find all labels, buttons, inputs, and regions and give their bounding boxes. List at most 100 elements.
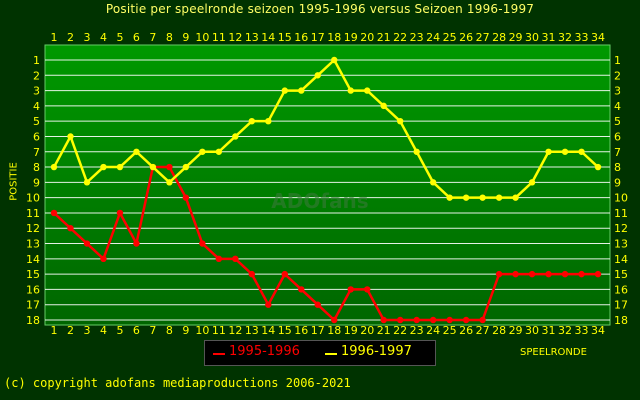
- y-tick-label-right: 2: [614, 69, 621, 82]
- x-tick-label-top: 15: [278, 31, 292, 44]
- x-tick-label-top: 11: [212, 31, 226, 44]
- x-tick-label-top: 14: [261, 31, 275, 44]
- data-point-1995-1996: [396, 316, 404, 324]
- data-point-1995-1996: [298, 286, 305, 293]
- y-tick-label-right: 12: [614, 222, 628, 235]
- data-point-1995-1996: [512, 270, 519, 278]
- x-tick-label-top: 26: [459, 31, 473, 44]
- x-tick-label-top: 30: [525, 31, 539, 44]
- x-tick-label-bottom: 31: [542, 324, 556, 337]
- x-tick-label-top: 25: [443, 31, 457, 44]
- data-point-1996-1997: [83, 179, 91, 186]
- data-point-1996-1997: [265, 117, 272, 125]
- x-tick-label-bottom: 32: [558, 324, 572, 337]
- data-point-1995-1996: [265, 301, 272, 308]
- x-tick-label-bottom: 16: [294, 324, 308, 337]
- x-tick-label-bottom: 23: [410, 324, 424, 337]
- data-point-1996-1997: [396, 117, 404, 125]
- x-tick-label-bottom: 17: [311, 324, 325, 337]
- data-point-1995-1996: [479, 316, 486, 324]
- watermark: ADOfans: [271, 189, 368, 213]
- y-tick-label-right: 7: [614, 146, 621, 159]
- x-tick-label-bottom: 13: [245, 324, 259, 337]
- data-point-1995-1996: [545, 270, 552, 278]
- x-tick-label-bottom: 19: [344, 324, 358, 337]
- x-tick-label-bottom: 2: [67, 324, 74, 337]
- data-point-1996-1997: [479, 194, 486, 201]
- y-tick-label-right: 17: [614, 299, 628, 312]
- x-tick-label-bottom: 30: [525, 324, 539, 337]
- x-tick-label-top: 27: [476, 31, 490, 44]
- legend-symbol-yellow: [325, 353, 337, 355]
- series-line-1995-1996: [53, 165, 598, 322]
- x-tick-label-top: 1: [51, 31, 58, 44]
- y-tick-label-left: 15: [26, 268, 40, 281]
- data-point-1996-1997: [462, 194, 470, 201]
- x-tick-label-bottom: 22: [393, 324, 407, 337]
- legend-symbol-red: [213, 353, 225, 355]
- data-point-1995-1996: [495, 270, 503, 278]
- x-axis-label: SPEELRONDE: [520, 347, 587, 358]
- legend: 1995-1996 1996-1997: [204, 340, 436, 366]
- data-point-1995-1996: [364, 286, 371, 293]
- y-tick-label-left: 13: [26, 238, 40, 251]
- x-tick-label-bottom: 7: [149, 324, 156, 337]
- data-point-1995-1996: [50, 209, 58, 217]
- data-point-1995-1996: [314, 301, 321, 308]
- x-tick-label-top: 19: [344, 31, 358, 44]
- y-tick-label-right: 8: [614, 161, 621, 174]
- legend-label: 1995-1996: [229, 344, 300, 359]
- data-point-1995-1996: [67, 225, 74, 232]
- x-tick-label-bottom: 28: [492, 324, 506, 337]
- x-tick-label-top: 21: [377, 31, 391, 44]
- data-point-1996-1997: [67, 133, 74, 140]
- data-point-1996-1997: [232, 133, 239, 140]
- x-tick-label-bottom: 18: [327, 324, 341, 337]
- data-point-1995-1996: [462, 316, 470, 324]
- data-point-1995-1996: [182, 194, 190, 201]
- data-point-1995-1996: [133, 240, 140, 247]
- data-point-1995-1996: [429, 316, 437, 324]
- data-point-1995-1996: [100, 255, 107, 263]
- data-point-1996-1997: [298, 87, 305, 94]
- data-point-1996-1997: [495, 194, 503, 201]
- data-point-1995-1996: [232, 255, 239, 263]
- data-point-1995-1996: [331, 316, 338, 324]
- data-point-1995-1996: [199, 240, 206, 247]
- y-tick-label-left: 5: [33, 115, 40, 128]
- x-tick-label-top: 6: [133, 31, 140, 44]
- y-tick-label-right: 10: [614, 192, 628, 205]
- y-tick-label-right: 9: [614, 176, 621, 189]
- y-tick-label-right: 13: [614, 238, 628, 251]
- x-tick-label-bottom: 3: [83, 324, 90, 337]
- x-tick-label-bottom: 14: [261, 324, 275, 337]
- series-line-1996-1997: [52, 58, 599, 199]
- x-tick-label-bottom: 26: [459, 324, 473, 337]
- data-point-1996-1997: [248, 117, 256, 125]
- x-tick-label-bottom: 20: [360, 324, 374, 337]
- x-tick-label-top: 23: [410, 31, 424, 44]
- x-tick-label-top: 2: [67, 31, 74, 44]
- legend-label: 1996-1997: [341, 344, 412, 359]
- y-tick-label-left: 11: [26, 207, 40, 220]
- data-point-1996-1997: [561, 148, 569, 155]
- data-point-1996-1997: [594, 163, 602, 171]
- x-tick-label-bottom: 4: [100, 324, 107, 337]
- y-tick-label-left: 6: [33, 130, 40, 143]
- x-tick-label-top: 32: [558, 31, 572, 44]
- data-point-1996-1997: [446, 194, 453, 201]
- data-point-1996-1997: [133, 148, 140, 155]
- data-point-1995-1996: [347, 286, 354, 293]
- x-tick-label-bottom: 15: [278, 324, 292, 337]
- data-point-1995-1996: [116, 209, 124, 217]
- y-tick-label-right: 16: [614, 283, 628, 296]
- data-point-1995-1996: [215, 255, 223, 263]
- data-point-1996-1997: [50, 163, 58, 171]
- grid-lines: [45, 59, 610, 321]
- y-tick-label-right: 1: [614, 54, 621, 67]
- data-point-1996-1997: [166, 179, 173, 186]
- data-point-1995-1996: [561, 270, 569, 278]
- x-tick-label-top: 13: [245, 31, 259, 44]
- x-tick-label-bottom: 27: [476, 324, 490, 337]
